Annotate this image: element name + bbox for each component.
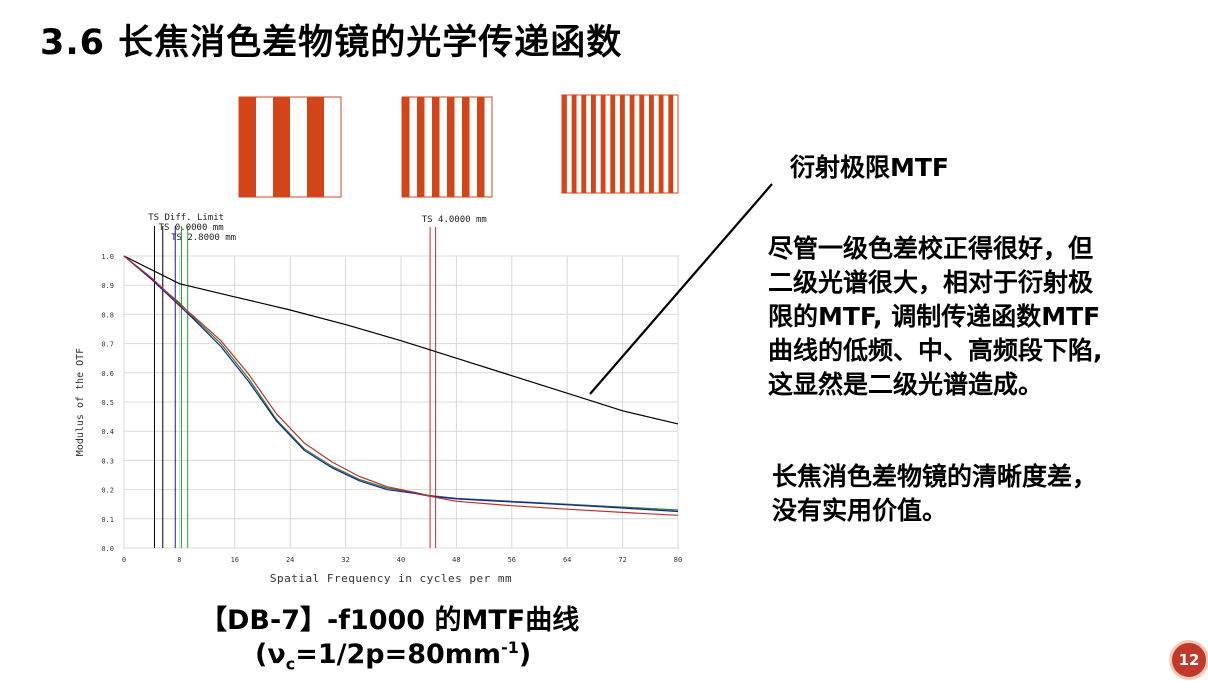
- formula-middle: =1/2p=80mm: [295, 639, 502, 670]
- conclusion-paragraph: 长焦消色差物镜的清晰度差， 没有实用价值。: [772, 460, 1097, 528]
- x-tick-label: 64: [563, 556, 571, 564]
- grating-medium-frequency: [401, 96, 493, 198]
- mtf-chart: 0 8 16 24 32 40 48 56 64 72 80 0.0 0.1 0.2 0.3 0.4 0.5 0.…: [75, 213, 682, 585]
- x-tick-label: 40: [397, 556, 405, 564]
- grating-low-svg: [238, 96, 342, 198]
- chart-caption-title: 【DB-7】-f1000 的MTF曲线: [200, 605, 580, 636]
- grating-medium-svg: [401, 96, 493, 198]
- y-tick-label: 0.4: [101, 428, 114, 436]
- formula-suffix: ): [518, 639, 532, 670]
- series-line: [123, 255, 679, 516]
- y-tick-label: 0.2: [101, 487, 114, 495]
- x-tick-label: 80: [674, 556, 682, 564]
- grating-bar: [571, 95, 577, 193]
- x-tick-label: 16: [231, 556, 239, 564]
- para1-line: 这显然是二级光谱造成。: [768, 370, 1044, 399]
- grating-bar: [307, 97, 324, 197]
- grating-bar: [610, 95, 616, 193]
- para1-line: 尽管一级色差校正得很好，但: [768, 234, 1094, 263]
- x-tick-label: 56: [508, 556, 516, 564]
- x-tick-label: 0: [122, 556, 126, 564]
- grating-high-frequency: [561, 94, 679, 194]
- y-tick-label: 0.3: [101, 457, 114, 465]
- grating-bar: [581, 95, 587, 193]
- grating-bar: [432, 97, 440, 197]
- legend-label: TS 4.0000 mm: [422, 215, 487, 225]
- grating-bar: [658, 95, 664, 193]
- diffraction-limit-mtf-label: 衍射极限MTF: [790, 153, 950, 182]
- y-tick-label: 1.0: [101, 253, 114, 261]
- legend-label: TS Diff. Limit: [148, 213, 224, 223]
- grating-bar: [239, 97, 256, 197]
- x-tick-label: 72: [618, 556, 626, 564]
- grating-bar: [600, 95, 606, 193]
- grating-bar: [477, 97, 485, 197]
- y-tick-label: 0.9: [101, 282, 114, 290]
- grating-bar: [639, 95, 645, 193]
- formula-superscript: -1: [501, 638, 519, 657]
- grating-bar: [562, 95, 567, 193]
- explanation-paragraph-1: 尽管一级色差校正得很好，但 二级光谱很大，相对于衍射极 限的MTF, 调制传递函…: [768, 232, 1103, 402]
- para1-line: 二级光谱很大，相对于衍射极: [768, 268, 1094, 297]
- page-number-badge: 12: [1169, 640, 1208, 680]
- grating-bar: [417, 97, 425, 197]
- y-tick-label: 0.8: [101, 311, 114, 319]
- y-tick-label: 0.7: [101, 341, 114, 349]
- grating-bar: [629, 95, 635, 193]
- para2-line: 没有实用价值。: [772, 496, 948, 525]
- series-line: [123, 255, 679, 513]
- grating-bar: [462, 97, 470, 197]
- legend-label: TS 2.8000 mm: [171, 233, 236, 243]
- formula-subscript: c: [285, 654, 296, 674]
- grating-bar: [668, 95, 674, 193]
- x-tick-label: 24: [286, 556, 294, 564]
- y-tick-label: 0.1: [101, 516, 114, 524]
- x-tick-label: 8: [177, 556, 181, 564]
- series-line: [123, 255, 679, 425]
- y-axis-label: Modulus of the OTF: [75, 348, 86, 456]
- formula-prefix: (ν: [255, 639, 286, 670]
- grating-bar: [591, 95, 596, 193]
- y-tick-label: 0.5: [101, 399, 114, 407]
- grating-low-frequency: [238, 96, 342, 198]
- y-tick-label: 0.6: [101, 370, 114, 378]
- grating-bar: [649, 95, 654, 193]
- x-tick-label: 32: [341, 556, 349, 564]
- slide-title: 3.6 长焦消色差物镜的光学传递函数: [40, 23, 623, 63]
- grating-bar: [447, 97, 455, 197]
- para2-line: 长焦消色差物镜的清晰度差，: [772, 462, 1098, 491]
- grating-bar: [620, 95, 625, 193]
- x-axis-label: Spatial Frequency in cycles per mm: [270, 572, 512, 585]
- para1-line: 限的MTF, 调制传递函数MTF: [768, 302, 1101, 331]
- x-tick-label: 48: [452, 556, 460, 564]
- para1-line: 曲线的低频、中、高频段下陷,: [768, 336, 1103, 365]
- y-tick-label: 0.0: [101, 545, 114, 553]
- grating-bar: [273, 97, 290, 197]
- legend-label: TS 0.0000 mm: [159, 223, 224, 233]
- chart-caption-formula: (νc=1/2p=80mm-1): [255, 638, 531, 673]
- grating-high-svg: [561, 94, 679, 194]
- grating-bar: [402, 97, 410, 197]
